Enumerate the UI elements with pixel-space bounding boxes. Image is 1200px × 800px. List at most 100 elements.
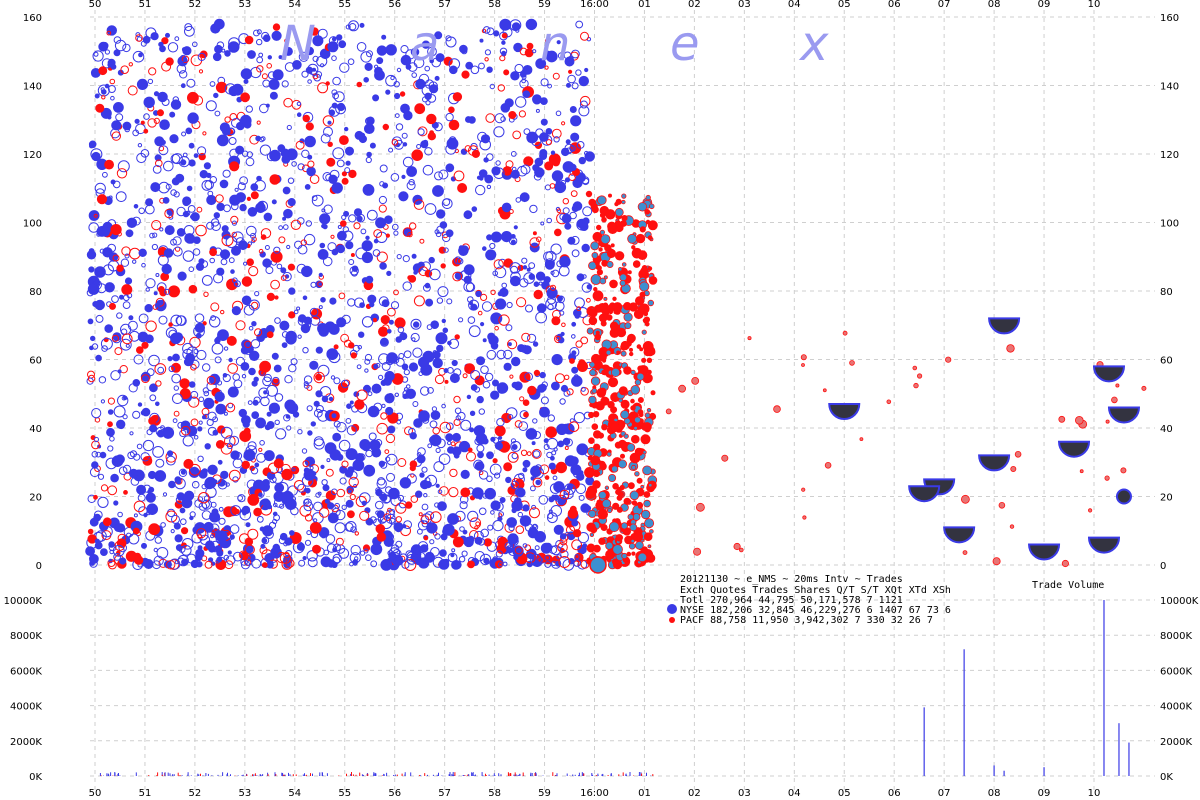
quote-point	[215, 440, 225, 449]
quote-point	[188, 142, 195, 149]
quote-point	[222, 169, 231, 178]
quote-point	[503, 362, 512, 371]
quote-point	[569, 163, 577, 171]
quote-point	[488, 250, 497, 259]
quote-point	[272, 543, 281, 552]
quote-point	[380, 379, 387, 386]
quote-point	[207, 190, 214, 197]
quote-point	[258, 201, 265, 208]
quote-point	[473, 425, 486, 437]
quote-point	[138, 506, 148, 516]
quote-point	[540, 221, 545, 226]
quote-point	[445, 422, 454, 431]
quote-point	[513, 42, 523, 53]
quote-point	[539, 132, 549, 142]
quote-point	[230, 269, 235, 274]
quote-point	[389, 517, 396, 525]
quote-point	[575, 340, 583, 348]
quote-point	[331, 89, 338, 96]
quote-point	[149, 383, 158, 393]
quote-point	[438, 559, 450, 570]
quote-point	[216, 380, 223, 386]
quote-point	[364, 353, 373, 362]
quote-point	[275, 428, 287, 440]
quote-point	[520, 344, 529, 353]
quote-point	[311, 194, 324, 207]
quote-point	[104, 49, 111, 55]
quote-point	[143, 128, 149, 134]
quote-point	[588, 198, 596, 207]
quote-point	[402, 142, 408, 147]
quote-point	[303, 383, 310, 389]
quote-point	[623, 497, 631, 505]
quote-point	[452, 271, 463, 282]
quote-point	[636, 372, 645, 381]
quote-point	[320, 133, 331, 144]
quote-point	[592, 411, 600, 418]
quote-point	[251, 380, 258, 387]
quote-point	[602, 302, 609, 309]
quote-point	[569, 145, 576, 152]
quote-point	[361, 240, 373, 252]
quote-point	[580, 386, 586, 392]
quote-point	[301, 448, 308, 454]
quote-point	[276, 263, 283, 270]
quote-point	[543, 251, 554, 262]
quote-point	[620, 453, 626, 459]
quote-point	[493, 126, 505, 138]
quote-point	[144, 204, 155, 215]
quote-point	[521, 74, 527, 80]
quote-point	[576, 141, 585, 149]
quote-point	[440, 263, 446, 269]
quote-point	[217, 459, 223, 465]
quote-point	[207, 426, 217, 436]
quote-point	[184, 357, 194, 367]
quote-point	[607, 248, 617, 258]
quote-point	[642, 422, 652, 432]
quote-point	[247, 400, 253, 406]
quote-point	[533, 289, 543, 300]
quote-point	[215, 559, 220, 564]
quote-point	[267, 55, 272, 60]
quote-point	[265, 266, 274, 275]
quote-point	[364, 123, 375, 134]
quote-point	[333, 91, 345, 103]
quote-point	[643, 499, 651, 508]
quote-point	[596, 224, 602, 231]
quote-point	[182, 196, 192, 206]
quote-point	[581, 243, 590, 253]
quote-point	[398, 191, 409, 202]
quote-point	[359, 22, 365, 28]
quote-point	[600, 320, 607, 327]
quote-point	[150, 182, 161, 193]
quote-point	[147, 455, 152, 461]
quote-point	[483, 157, 489, 163]
quote-point	[385, 406, 394, 416]
quote-point	[255, 417, 267, 429]
quote-point	[146, 429, 153, 436]
quote-point	[287, 263, 295, 271]
quote-point	[618, 439, 627, 449]
quote-point	[357, 345, 362, 350]
quote-point	[213, 18, 225, 30]
quote-point	[232, 458, 243, 469]
quote-point	[387, 307, 396, 317]
x-tick-label: 16:00	[580, 788, 609, 799]
quote-point	[219, 179, 229, 189]
quote-point	[232, 373, 240, 381]
quote-point	[420, 363, 433, 376]
quote-point	[570, 190, 578, 198]
quote-point	[307, 63, 319, 75]
quote-point	[570, 115, 582, 127]
volume-tick-label: 4000K	[10, 702, 42, 713]
quote-point	[171, 514, 180, 524]
quote-point	[262, 479, 270, 487]
x-tick-label: 51	[139, 0, 152, 10]
quote-point	[155, 273, 160, 277]
quote-point	[455, 415, 461, 421]
quote-point	[434, 374, 445, 385]
quote-point	[390, 75, 395, 81]
quote-point	[265, 530, 274, 539]
quote-point	[588, 509, 597, 518]
quote-point	[345, 418, 352, 424]
